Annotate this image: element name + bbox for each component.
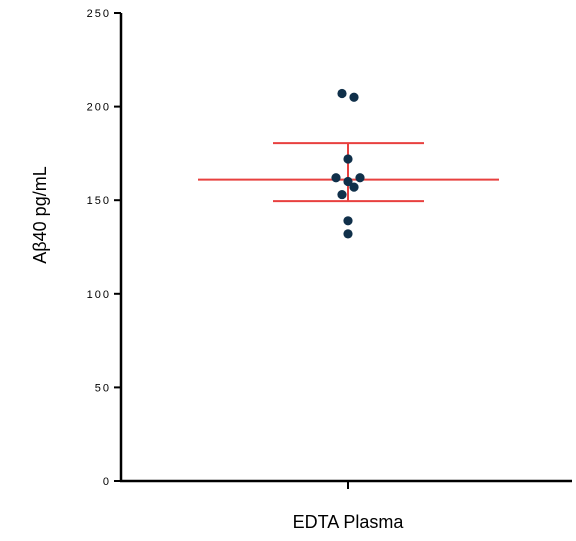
summary-lines [198, 142, 499, 203]
y-axis-title: Aβ40 pg/mL [30, 166, 50, 263]
axes [119, 13, 572, 489]
y-tick-label: 50 [95, 382, 111, 394]
y-axis-ticks: 0 50 100 150 200 250 [87, 8, 121, 488]
data-point [349, 182, 359, 192]
data-point [355, 173, 365, 183]
data-point [343, 176, 353, 187]
data-point [337, 88, 347, 99]
data-point [343, 229, 353, 239]
y-tick-label: 200 [87, 102, 111, 114]
data-point [343, 216, 353, 226]
data-point [331, 173, 341, 183]
y-tick-label: 250 [87, 8, 111, 20]
data-point [349, 92, 359, 102]
y-tick-label: 0 [103, 476, 111, 488]
data-point [343, 154, 353, 164]
data-point [337, 189, 347, 200]
y-tick-label: 100 [87, 289, 111, 301]
data-points [331, 88, 365, 239]
x-category-label: EDTA Plasma [293, 512, 405, 532]
y-tick-label: 150 [87, 195, 111, 207]
